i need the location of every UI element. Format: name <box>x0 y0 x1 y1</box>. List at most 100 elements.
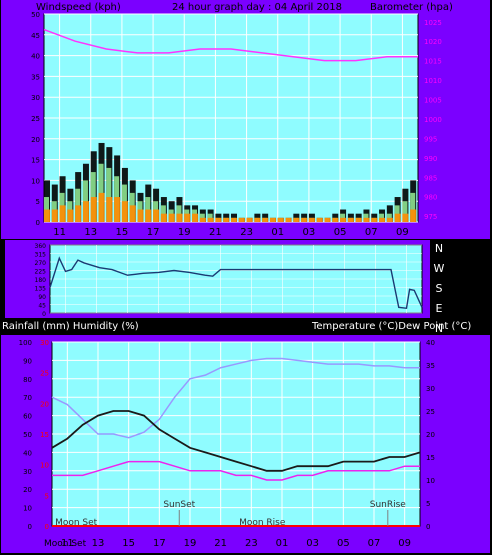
wind-average-bar <box>90 197 97 222</box>
wind-average-bar <box>379 217 386 222</box>
humidity-tick-label: 10 <box>23 505 32 513</box>
wind-average-bar <box>199 217 206 222</box>
wind-average-bar <box>402 213 409 222</box>
windspeed-tick-label: 10 <box>31 177 40 185</box>
wind-average-bar <box>363 217 370 222</box>
time-tick-label: 17 <box>153 538 166 549</box>
rainfall-tick-label: 0 <box>45 523 49 531</box>
wind-average-bar <box>332 217 339 222</box>
barometer-tick-label: 990 <box>424 155 437 163</box>
wind-average-bar <box>231 217 237 222</box>
wind-average-bar <box>75 205 82 222</box>
humidity-tick-label: 50 <box>23 431 32 439</box>
rainfall-tick-label: 20 <box>40 400 49 408</box>
time-tick-label: 15 <box>122 538 135 549</box>
event-label: Moon Rise <box>239 518 286 528</box>
direction-tick-label: 315 <box>35 252 47 259</box>
wind-direction-line <box>49 256 423 310</box>
dewpoint-line <box>52 460 420 481</box>
wind-speed-bar <box>44 197 49 222</box>
wind-average-bar <box>145 209 152 222</box>
time-tick-label: 03 <box>303 227 316 238</box>
temp-humidity-grid <box>52 341 420 527</box>
wind-average-bar <box>207 217 214 222</box>
rainfall-tick-label: 25 <box>40 370 49 378</box>
wind-average-bar <box>324 217 331 222</box>
time-tick-label: 07 <box>365 227 378 238</box>
direction-tick-label: 0 <box>42 311 46 318</box>
wind-average-bar <box>82 201 89 222</box>
time-tick-label: 09 <box>398 538 411 549</box>
time-tick-label: 01 <box>271 227 284 238</box>
wind-average-bar <box>347 217 354 222</box>
rainfall-tick-label: 30 <box>40 339 49 347</box>
compass-label: N <box>435 242 443 255</box>
time-tick-label: 17 <box>147 227 160 238</box>
barometer-tick-label: 1015 <box>424 58 442 66</box>
wind-average-bar <box>301 217 308 222</box>
humidity-tick-label: 30 <box>23 468 32 476</box>
temperature-tick-label: 25 <box>426 408 435 416</box>
wind-average-bar <box>308 217 315 222</box>
wind-average-bar <box>340 217 347 222</box>
time-tick-label: 13 <box>84 227 97 238</box>
temp-humidity-marks <box>51 357 421 527</box>
time-tick-label: 19 <box>178 227 191 238</box>
humidity-tick-label: 80 <box>23 376 32 384</box>
windspeed-tick-label: 40 <box>31 53 40 61</box>
moon-set-footer-label: Moon Set <box>44 539 87 549</box>
temperature-line <box>51 410 421 472</box>
direction-tick-label: 360 <box>35 243 47 250</box>
direction-tick-label: 180 <box>35 277 47 284</box>
windspeed-tick-label: 0 <box>36 219 40 227</box>
wind-average-bar <box>114 197 121 222</box>
time-tick-label: 23 <box>240 227 253 238</box>
graph-title: 24 hour graph day : 04 April 2018 <box>172 2 342 13</box>
windspeed-tick-label: 30 <box>31 94 40 102</box>
time-tick-label: 21 <box>214 538 227 549</box>
wind-average-bar <box>51 209 58 222</box>
event-label: SunRise <box>370 500 407 510</box>
barometer-tick-label: 1000 <box>424 116 442 124</box>
sun-moon-events: SunSet Moon Rise SunRise Moon Set <box>55 500 406 528</box>
barometer-tick-label: 1005 <box>424 97 442 105</box>
wind-average-bar <box>176 213 183 222</box>
wind-average-bar <box>277 217 284 222</box>
direction-tick-label: 90 <box>38 294 46 301</box>
barometer-tick-label: 980 <box>424 194 437 202</box>
time-tick-label: 23 <box>245 538 258 549</box>
windspeed-tick-label: 20 <box>31 136 40 144</box>
wind-average-bar <box>192 213 199 222</box>
wind-average-bar <box>153 209 160 222</box>
time-tick-label: 11 <box>53 227 66 238</box>
direction-marks <box>49 256 423 310</box>
humidity-tick-label: 90 <box>23 357 32 365</box>
direction-grid <box>50 244 422 314</box>
temperature-tick-label: 20 <box>426 431 435 439</box>
direction-tick-label: 135 <box>35 286 47 293</box>
wind-average-bar <box>215 217 222 222</box>
time-tick-label: 19 <box>184 538 197 549</box>
barometer-tick-label: 1020 <box>424 38 442 46</box>
wind-average-bar <box>129 205 136 222</box>
wind-average-bar <box>137 209 144 222</box>
time-tick-label: 21 <box>209 227 222 238</box>
windspeed-tick-label: 35 <box>31 73 40 81</box>
time-tick-label: 15 <box>116 227 129 238</box>
compass-label: W <box>434 262 445 275</box>
wind-speed-bar <box>402 201 408 222</box>
wind-average-bar <box>386 217 393 222</box>
wind-average-bar <box>254 217 261 222</box>
barometer-axis-label: Barometer (hpa) <box>370 2 453 13</box>
compass-label: S <box>436 282 443 295</box>
time-tick-label: 01 <box>276 538 289 549</box>
wind-average-bar <box>98 192 105 222</box>
temperature-tick-label: 10 <box>426 477 435 485</box>
event-label: Moon Set <box>55 518 98 528</box>
windspeed-tick-label: 15 <box>31 157 40 165</box>
wind-average-bar <box>285 217 292 222</box>
barometer-tick-label: 985 <box>424 174 437 182</box>
wind-average-bar <box>184 213 191 222</box>
wind-average-bar <box>59 205 66 222</box>
